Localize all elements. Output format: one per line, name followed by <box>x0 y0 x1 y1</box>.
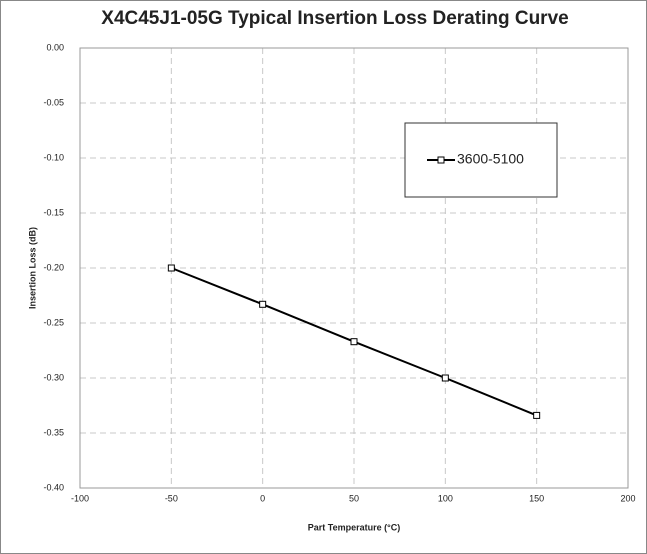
x-axis-label: Part Temperature (°C) <box>308 522 400 532</box>
x-tick-label: -100 <box>71 493 89 503</box>
marker <box>259 300 267 308</box>
y-tick-label: -0.20 <box>43 262 64 272</box>
plot-border <box>79 47 629 489</box>
marker <box>441 374 449 382</box>
x-tick-label: 0 <box>260 493 265 503</box>
marker <box>167 264 175 272</box>
x-tick-label: 100 <box>438 493 453 503</box>
y-tick-label: -0.05 <box>43 97 64 107</box>
y-tick-label: -0.15 <box>43 207 64 217</box>
y-tick-label: -0.30 <box>43 372 64 382</box>
legend-label: 3600-5100 <box>457 151 524 167</box>
chart-title: X4C45J1-05G Typical Insertion Loss Derat… <box>101 8 568 29</box>
y-tick-label: -0.25 <box>43 317 64 327</box>
x-tick-label: 50 <box>349 493 359 503</box>
marker <box>350 338 358 346</box>
x-tick-label: -50 <box>165 493 178 503</box>
legend: 3600-5100 <box>404 122 558 198</box>
y-tick-label: -0.10 <box>43 152 64 162</box>
y-axis-label: Insertion Loss (dB) <box>27 227 37 309</box>
x-tick-label: 200 <box>620 493 635 503</box>
x-tick-label: 150 <box>529 493 544 503</box>
y-tick-label: 0.00 <box>46 42 64 52</box>
legend-marker <box>437 156 445 164</box>
marker <box>533 411 541 419</box>
y-tick-label: -0.35 <box>43 427 64 437</box>
y-tick-label: -0.40 <box>43 482 64 492</box>
